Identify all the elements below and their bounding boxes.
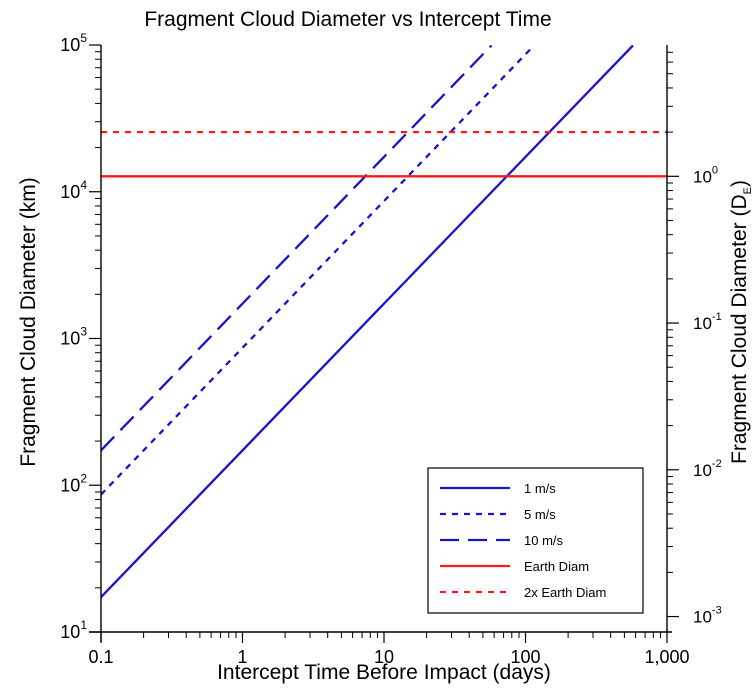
y-tick-label: 103	[60, 325, 87, 349]
y2-tick-label: 10-3	[693, 605, 722, 627]
chart-title: Fragment Cloud Diameter vs Intercept Tim…	[144, 8, 551, 31]
plot-lines	[101, 45, 667, 598]
legend-label-1-m-s: 1 m/s	[524, 481, 556, 496]
legend-label-5-m-s: 5 m/s	[524, 507, 556, 522]
y2-tick-label: 10-2	[693, 458, 722, 480]
y2-axis-label-sub: E	[742, 187, 753, 194]
y2-axis-label-main: Fragment Cloud Diameter (D	[728, 194, 751, 464]
x-axis-label: Intercept Time Before Impact (days)	[217, 661, 551, 684]
series-line-1-m-s	[101, 45, 634, 598]
y2-axis-label-end: )	[728, 180, 751, 187]
y-axis-label: Fragment Cloud Diameter (km)	[17, 177, 40, 466]
y2-axis-label: Fragment Cloud Diameter (DE)	[728, 180, 753, 464]
y-tick-label: 101	[60, 618, 87, 642]
legend: 1 m/s 5 m/s 10 m/s Earth Diam 2x Earth Diam	[427, 467, 644, 614]
x-tick-label: 0.1	[88, 647, 113, 667]
x-tick-label: 1,000	[644, 647, 689, 667]
axes: 0.1 1 10 100 1,000 101 102 103 104 105 100 10-1 10-2…	[60, 31, 721, 667]
legend-box	[427, 467, 644, 614]
x-tick-label: 100	[510, 647, 540, 667]
legend-label-earth-diam: Earth Diam	[524, 559, 589, 574]
series-line-5-m-s	[101, 45, 535, 496]
series-line-10-m-s	[101, 45, 493, 452]
y-tick-label: 105	[60, 31, 87, 55]
y-tick-label: 102	[60, 471, 87, 495]
y2-tick-label: 10-1	[693, 311, 722, 333]
legend-label-2x-earth-diam: 2x Earth Diam	[524, 585, 606, 600]
x-tick-label: 10	[374, 647, 394, 667]
y-tick-label: 104	[60, 178, 87, 202]
legend-label-10-m-s: 10 m/s	[524, 533, 564, 548]
y2-tick-label: 100	[693, 164, 718, 186]
x-tick-label: 1	[237, 647, 247, 667]
